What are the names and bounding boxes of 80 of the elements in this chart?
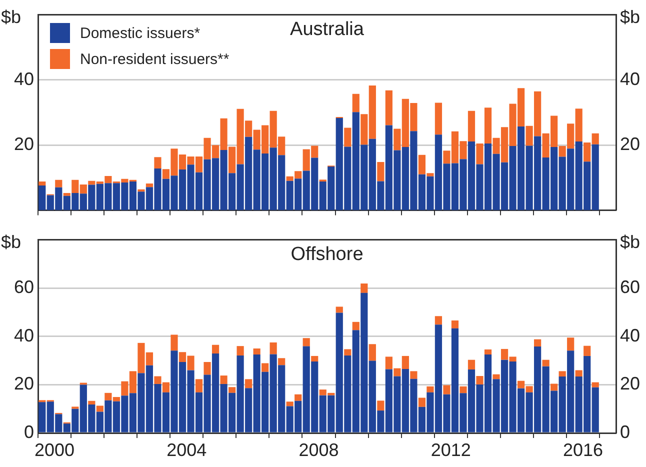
y-tick-label: 20 [14, 134, 34, 154]
bar [311, 356, 318, 362]
bar [195, 379, 203, 392]
bar [278, 358, 286, 366]
bar [63, 192, 70, 196]
y2-tick-label: 0 [620, 422, 630, 442]
bar [434, 316, 442, 325]
x-tick-label: 2016 [562, 440, 603, 460]
bar [592, 382, 599, 388]
legend-label: Non-resident issuers** [80, 50, 230, 68]
bar [352, 94, 360, 112]
bar [451, 320, 459, 328]
bar [534, 339, 542, 347]
y-tick-label: 40 [14, 68, 34, 89]
bar [476, 376, 484, 384]
bar [368, 344, 376, 361]
bar [336, 306, 343, 313]
y2-tick-label: 40 [620, 325, 640, 346]
y2-axis-title: $b [620, 232, 640, 253]
y2-tick-label: 60 [620, 277, 640, 298]
bar [270, 342, 277, 354]
bar [492, 374, 500, 380]
y2-tick-label: 40 [620, 68, 640, 89]
x-tick-label: 2004 [166, 440, 207, 460]
y-tick-label: 20 [14, 374, 34, 394]
bar [170, 334, 178, 351]
bar [146, 183, 154, 188]
bar [434, 102, 442, 135]
bar [460, 386, 467, 394]
bar [443, 385, 450, 394]
bar [38, 182, 46, 186]
legend-label: Domestic issuers* [80, 24, 200, 42]
x-tick-label: 2008 [298, 440, 339, 460]
bar [220, 376, 228, 384]
y-tick-label: 0 [24, 422, 34, 442]
bar [96, 406, 104, 412]
bar [245, 379, 252, 388]
y-tick-label: 60 [14, 277, 34, 298]
bar [567, 338, 574, 351]
bar [204, 362, 211, 375]
bar [558, 371, 566, 376]
bar [377, 162, 384, 182]
y2-tick-label: 20 [620, 374, 640, 394]
y2-tick-label: 20 [620, 134, 640, 154]
x-tick-label: 2000 [34, 440, 75, 460]
bar [377, 400, 384, 411]
bar [410, 371, 418, 379]
x-tick-label: 2012 [430, 440, 471, 460]
chart-title: Offshore [290, 244, 364, 266]
bar [426, 386, 434, 392]
bar [575, 370, 582, 376]
bar [228, 387, 236, 393]
y2-axis-title: $b [620, 6, 640, 28]
bar [212, 344, 220, 354]
y-tick-label: 40 [14, 325, 34, 346]
bar [344, 128, 352, 147]
bar [484, 349, 492, 355]
bar [418, 398, 426, 407]
bar [236, 346, 244, 356]
bar [294, 394, 302, 401]
bar [360, 284, 368, 293]
bar [88, 400, 96, 405]
bar [262, 363, 269, 372]
y-axis-title: $b [1, 232, 22, 253]
bar [344, 349, 352, 356]
bar [55, 180, 62, 188]
bar [550, 384, 558, 391]
bar [302, 338, 310, 346]
y-axis-title: $b [1, 6, 22, 28]
bar [253, 348, 260, 355]
bar [385, 90, 392, 126]
bar [286, 402, 294, 406]
bar [154, 157, 162, 169]
bar [352, 322, 360, 330]
bar [138, 189, 145, 192]
chart-title: Australia [290, 18, 364, 41]
bar [584, 346, 591, 356]
bar [468, 360, 476, 370]
bar [542, 360, 550, 366]
bar [476, 143, 484, 164]
